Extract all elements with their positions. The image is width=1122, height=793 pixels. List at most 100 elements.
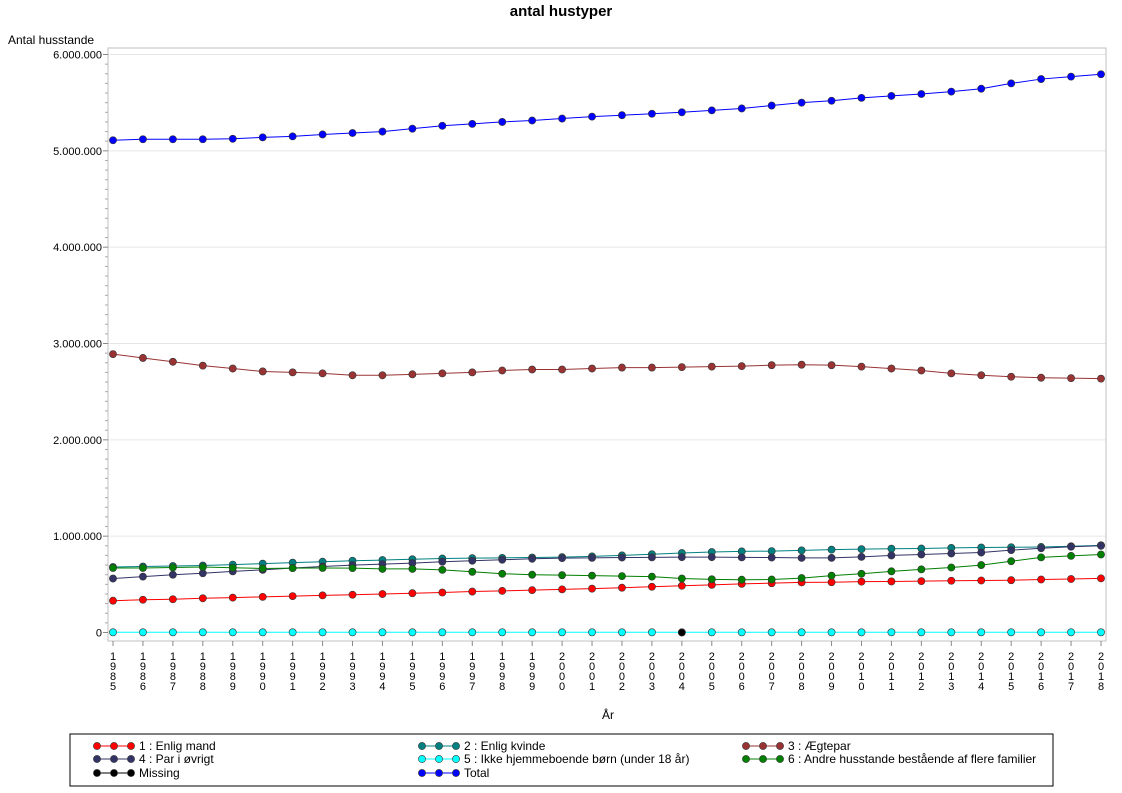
y-axis: 0 1.000.000 2.000.000 3.000.000 4.000.000 5.0… — [53, 50, 108, 640]
legend-marker — [776, 742, 784, 750]
data-point — [558, 571, 566, 580]
data-point — [558, 114, 566, 123]
data-point — [109, 564, 117, 572]
data-point — [648, 553, 656, 562]
data-point — [1007, 79, 1016, 88]
legend-label: 3 : Ægtepar — [788, 739, 851, 753]
data-point — [707, 553, 716, 562]
data-point — [288, 368, 297, 377]
data-point — [528, 365, 537, 374]
data-point — [677, 581, 686, 590]
data-point — [588, 571, 596, 580]
data-point — [558, 554, 566, 563]
data-point — [887, 628, 896, 637]
data-point — [258, 133, 267, 142]
data-point — [648, 363, 656, 372]
data-point — [887, 544, 896, 553]
data-point — [917, 550, 926, 559]
data-point — [168, 628, 177, 637]
data-point — [288, 628, 297, 637]
legend-marker — [127, 742, 135, 750]
data-point — [707, 106, 716, 115]
data-point — [228, 563, 237, 572]
legend-marker — [110, 769, 118, 777]
data-point — [198, 563, 207, 571]
y-tick-label: 4.000.000 — [53, 242, 102, 254]
data-point — [857, 362, 866, 371]
data-point — [977, 84, 986, 93]
data-point — [677, 628, 686, 637]
data-point — [857, 552, 866, 561]
data-point — [618, 553, 626, 562]
legend-item-missing: Missing — [93, 766, 180, 780]
data-point — [977, 371, 986, 380]
data-point — [139, 628, 147, 637]
data-point — [618, 628, 626, 637]
data-point — [109, 136, 117, 145]
legend-item-total: Total — [418, 766, 489, 780]
data-point — [1037, 575, 1046, 584]
data-point — [857, 545, 866, 554]
data-point — [1067, 575, 1075, 583]
data-point — [827, 545, 836, 554]
data-point — [318, 591, 327, 600]
legend-item-3-gtepar: 3 : Ægtepar — [742, 739, 851, 753]
data-point — [198, 135, 207, 144]
data-point — [947, 549, 956, 558]
data-point — [198, 361, 207, 370]
data-point — [438, 369, 447, 378]
data-point — [977, 561, 986, 569]
data-point — [827, 361, 836, 370]
data-point — [1067, 552, 1075, 560]
data-point — [258, 628, 267, 637]
data-point — [618, 363, 626, 372]
data-point — [1097, 541, 1105, 550]
data-point — [917, 628, 926, 637]
data-point — [348, 129, 357, 137]
data-point — [109, 350, 117, 358]
data-point — [767, 553, 776, 562]
data-point — [917, 577, 926, 586]
legend-marker — [127, 755, 135, 763]
data-point — [707, 362, 716, 371]
data-point — [109, 574, 117, 583]
data-point — [767, 575, 776, 584]
data-point — [498, 118, 507, 126]
data-point — [588, 112, 596, 121]
data-point — [648, 582, 656, 591]
data-point — [857, 569, 866, 578]
data-point — [947, 87, 956, 96]
data-point — [648, 572, 656, 581]
legend-marker — [110, 742, 118, 750]
legend-label: 4 : Par i øvrigt — [139, 752, 214, 766]
data-point — [528, 554, 537, 563]
legend-item-4-par-i-vrigt: 4 : Par i øvrigt — [93, 752, 214, 766]
data-point — [318, 369, 327, 378]
data-point — [168, 595, 177, 604]
data-point — [588, 628, 596, 637]
data-point — [857, 628, 866, 637]
data-point — [438, 121, 447, 130]
data-point — [797, 546, 806, 555]
series-line — [112, 545, 1102, 580]
data-point — [767, 101, 776, 110]
data-point — [288, 564, 297, 573]
data-point — [977, 548, 986, 557]
data-point — [767, 628, 776, 637]
data-point — [1037, 553, 1046, 562]
grid-lines — [108, 54, 1106, 537]
data-point — [408, 124, 417, 133]
legend — [69, 733, 1054, 787]
data-point — [468, 119, 477, 128]
data-point — [737, 628, 746, 637]
series-6-andre-husstande-best-ende-af-flere-familier — [109, 550, 1105, 584]
data-point — [827, 553, 836, 562]
